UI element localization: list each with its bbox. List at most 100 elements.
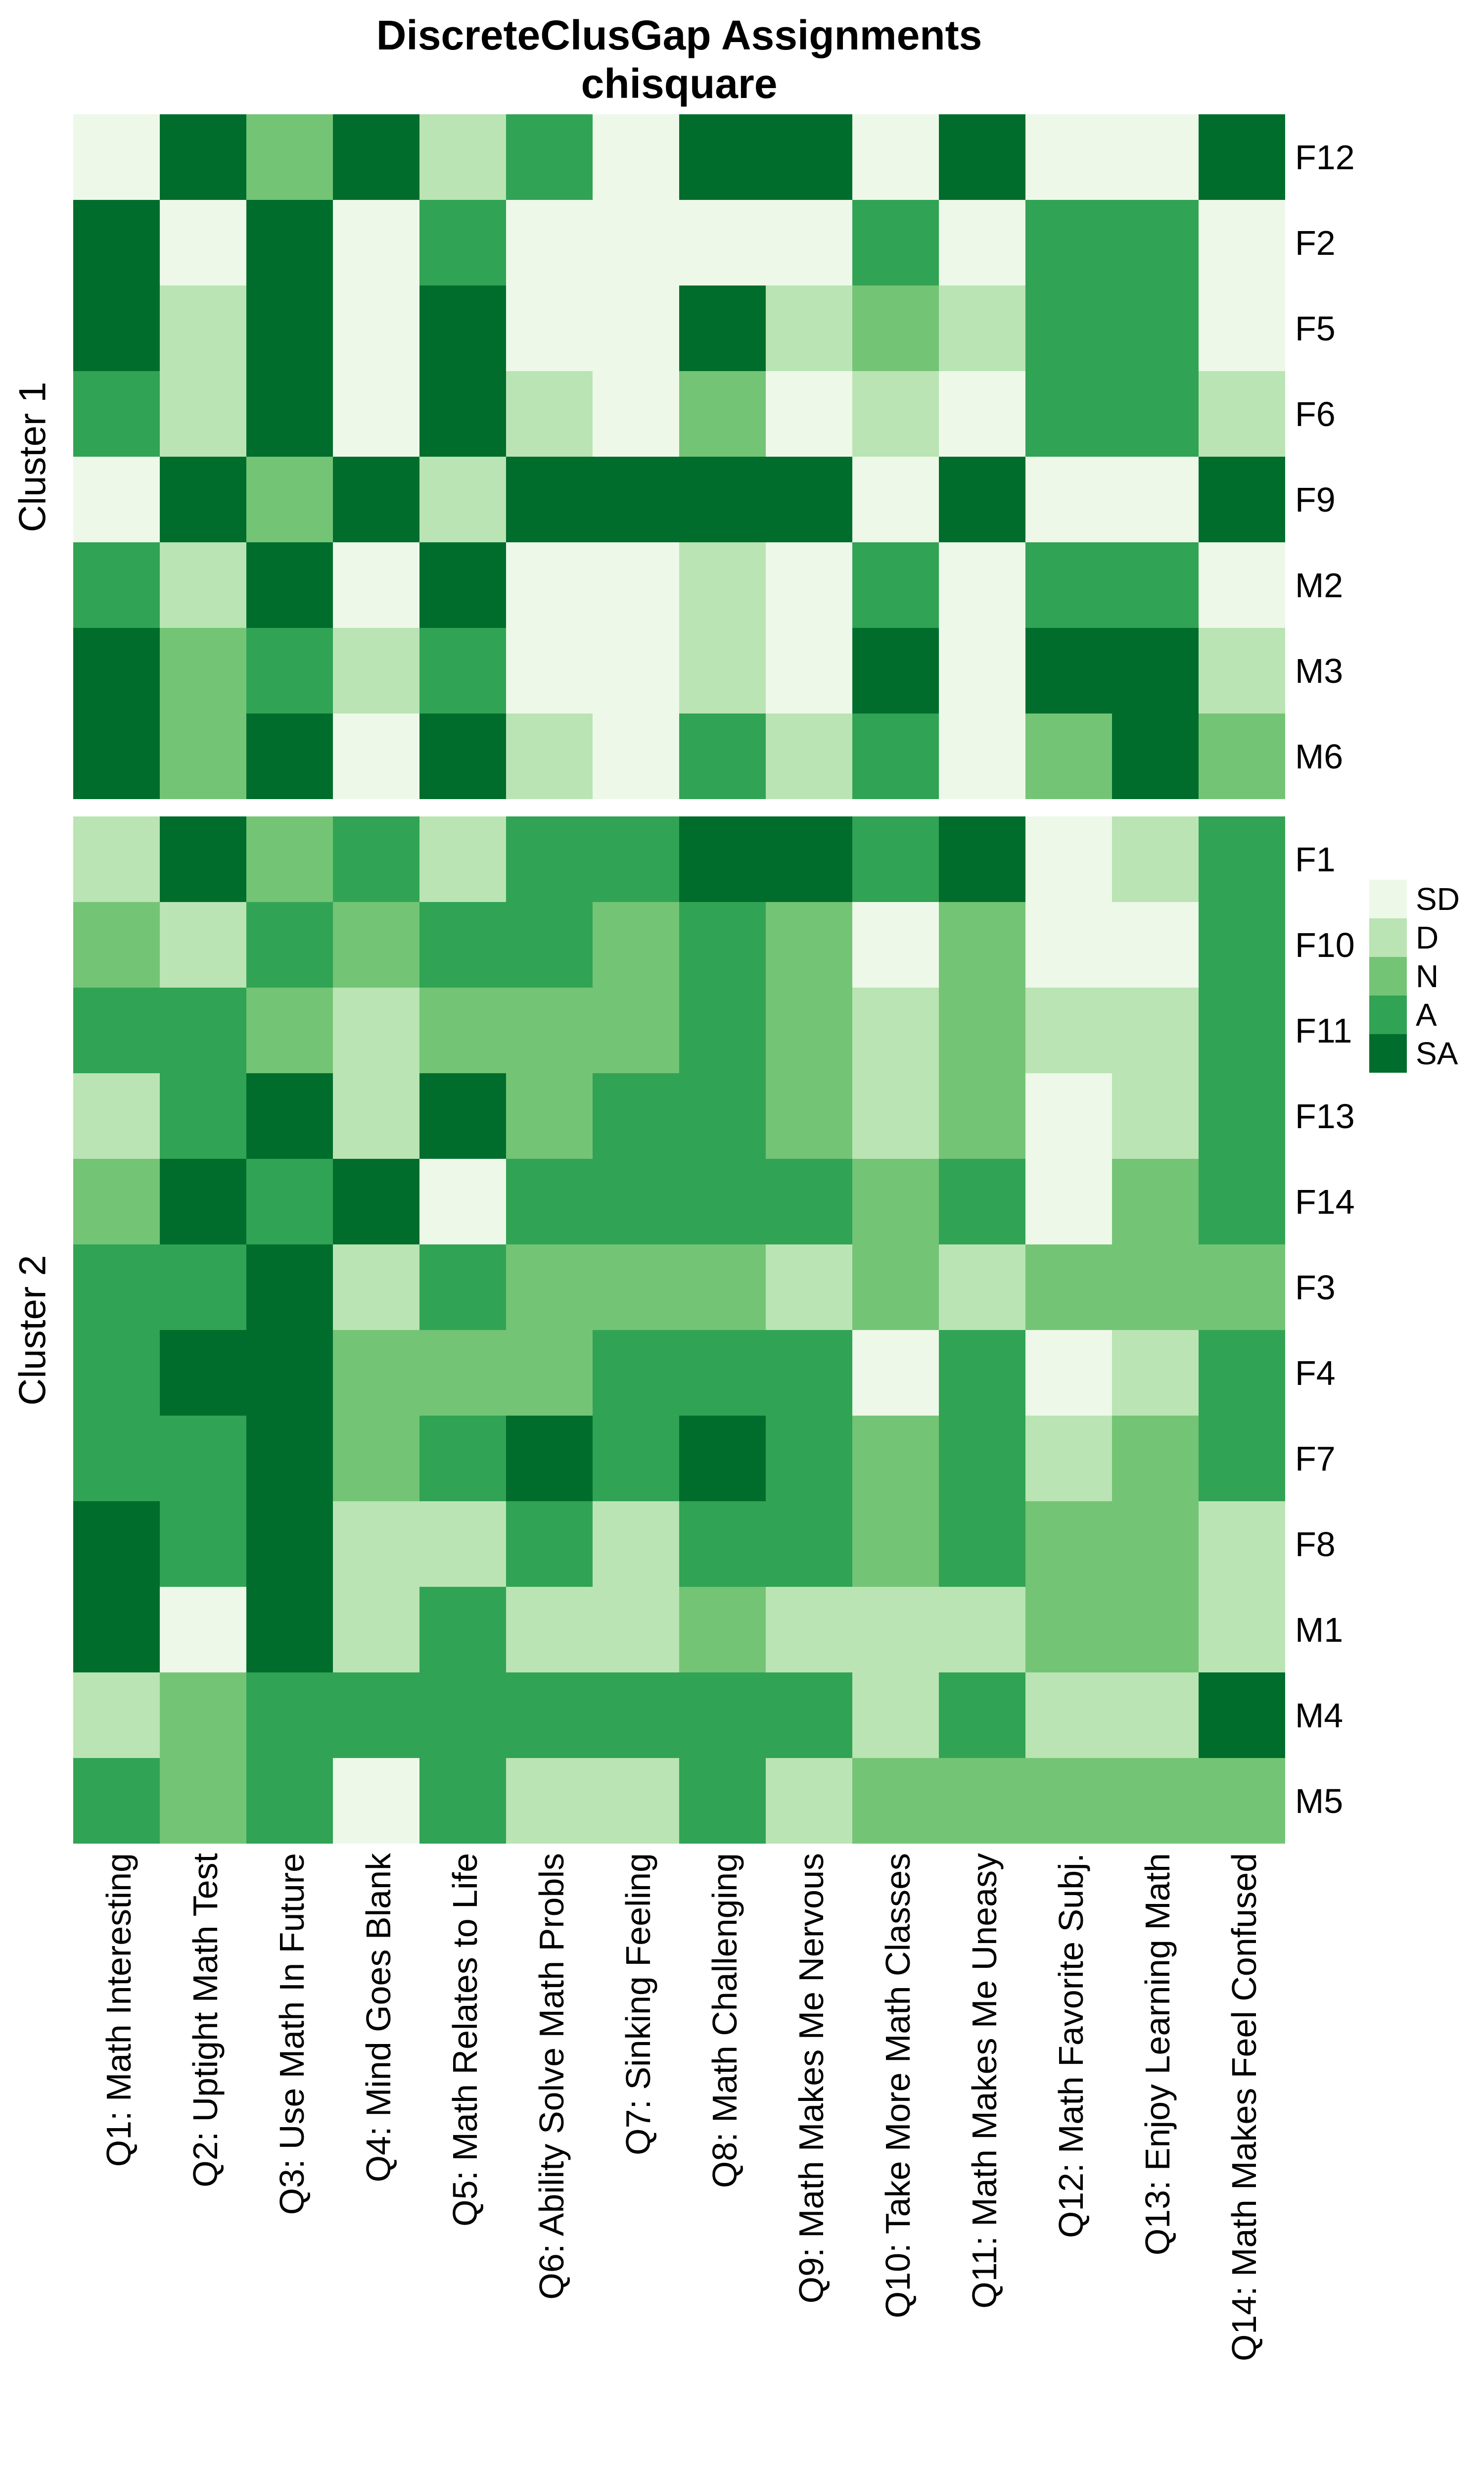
heatmap-cell [1025,1587,1112,1672]
heatmap-cell [246,988,333,1073]
row-label: F11 [1295,1011,1352,1050]
heatmap-cell [506,1587,593,1672]
heatmap-cell [1199,457,1285,542]
col-label: Q2: Uptight Math Test [186,1853,225,2188]
heatmap-cell [593,1758,679,1844]
heatmap-cell [1112,902,1199,988]
heatmap-cell [1199,1330,1285,1416]
heatmap-cell [1025,1672,1112,1758]
heatmap-cell [679,1244,766,1330]
row-label: M2 [1295,566,1344,605]
heatmap-cell [506,1416,593,1501]
heatmap-cell [419,816,506,902]
row-label: F5 [1295,309,1336,348]
heatmap-cell [160,200,246,285]
heatmap-cell [679,200,766,285]
heatmap-cell [1112,1587,1199,1672]
row-label: F3 [1295,1268,1336,1307]
heatmap-cell [506,1501,593,1587]
heatmap-cell [939,1073,1025,1159]
heatmap-cell [1199,1587,1285,1672]
heatmap-cell [246,628,333,714]
row-label: M6 [1295,737,1344,776]
heatmap-cell [73,1416,160,1501]
heatmap-cell [593,1587,679,1672]
heatmap-cell [246,1159,333,1244]
heatmap-cell [939,1416,1025,1501]
heatmap-cell [1025,371,1112,457]
heatmap-cell [852,1501,939,1587]
heatmap-cell [419,1758,506,1844]
heatmap-cell [333,542,419,628]
heatmap-cell [1199,1244,1285,1330]
heatmap-cell [593,714,679,799]
row-label: F12 [1295,138,1355,177]
heatmap-cell [766,1073,852,1159]
heatmap-cell [246,714,333,799]
heatmap-cell [1025,285,1112,371]
heatmap-cell [419,1244,506,1330]
heatmap-cell [939,988,1025,1073]
heatmap-cell [679,1587,766,1672]
heatmap-cell [939,285,1025,371]
heatmap-cell [1112,200,1199,285]
heatmap-cell [1199,114,1285,200]
heatmap-cell [419,200,506,285]
col-label: Q10: Take More Math Classes [878,1853,917,2319]
heatmap-cell [506,1159,593,1244]
heatmap-cell [679,457,766,542]
heatmap-cell [1025,1758,1112,1844]
heatmap-cell [246,1330,333,1416]
col-label: Q12: Math Favorite Subj. [1051,1853,1090,2238]
row-label: M1 [1295,1610,1344,1649]
heatmap-cell [766,714,852,799]
heatmap-cell [333,457,419,542]
heatmap-cell [766,902,852,988]
heatmap-cell [1112,1501,1199,1587]
heatmap-cell [73,114,160,200]
row-label: F14 [1295,1182,1355,1221]
heatmap-cell [246,371,333,457]
row-label: F8 [1295,1524,1336,1564]
heatmap-cell [160,1587,246,1672]
heatmap-cell [1199,1416,1285,1501]
heatmap-cell [333,200,419,285]
heatmap-cell [246,816,333,902]
heatmap-cell [593,200,679,285]
heatmap-cell [852,1159,939,1244]
heatmap-cell [939,542,1025,628]
heatmap-cell [593,114,679,200]
heatmap-cell [1199,902,1285,988]
heatmap-cell [766,285,852,371]
heatmap-cell [506,457,593,542]
heatmap-cell [1199,628,1285,714]
heatmap-cell [1112,1244,1199,1330]
row-label: F7 [1295,1439,1336,1478]
heatmap-cell [419,1501,506,1587]
heatmap-cell [1025,1416,1112,1501]
col-label: Q9: Math Makes Me Nervous [791,1853,831,2304]
col-label: Q6: Ability Solve Math Probls [532,1853,571,2300]
heatmap-cell [679,542,766,628]
heatmap-cell [246,1587,333,1672]
heatmap-cell [1025,200,1112,285]
heatmap-cell [333,114,419,200]
row-label: M3 [1295,651,1344,690]
row-label: F6 [1295,394,1336,433]
heatmap-cell [1112,457,1199,542]
heatmap-cell [73,816,160,902]
heatmap-cell [766,1758,852,1844]
heatmap-cell [1025,1330,1112,1416]
heatmap-cell [160,542,246,628]
heatmap-cell [1199,1073,1285,1159]
heatmap-cell [1025,902,1112,988]
chart-title-line2: chisquare [581,60,778,107]
heatmap-cell [679,371,766,457]
heatmap-cell [506,816,593,902]
heatmap-cell [679,714,766,799]
heatmap-cell [73,988,160,1073]
heatmap-cell [1199,542,1285,628]
heatmap-cell [506,114,593,200]
heatmap-cell [73,1758,160,1844]
heatmap-cell [1025,542,1112,628]
